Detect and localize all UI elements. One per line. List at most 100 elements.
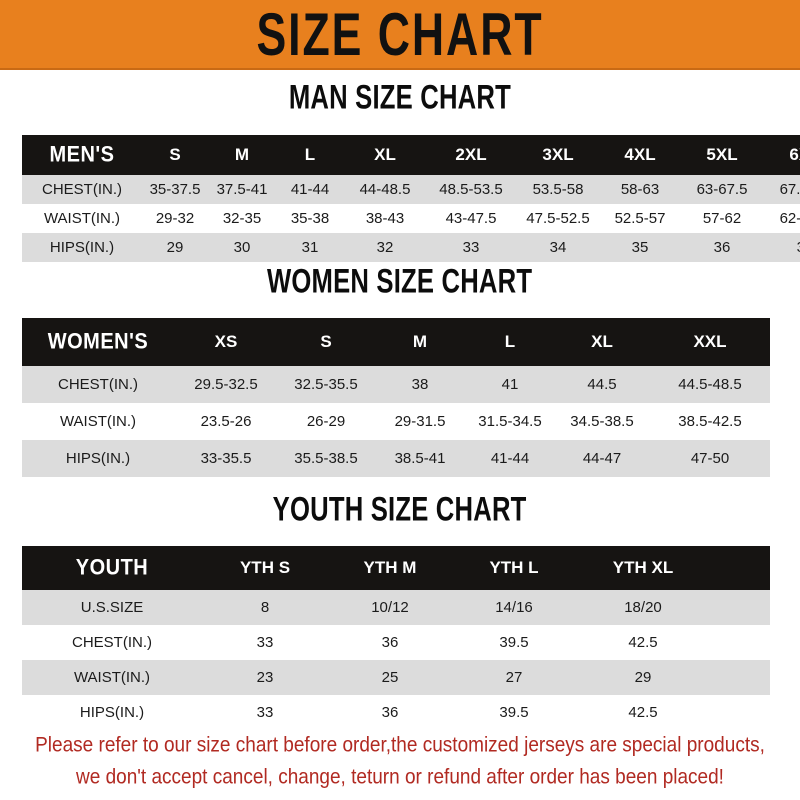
women-measure-label: CHEST(IN.) xyxy=(58,376,138,393)
page-banner: SIZE CHART xyxy=(0,0,800,70)
women-cell: 35.5-38.5 xyxy=(294,450,358,467)
youth-measure-label: HIPS(IN.) xyxy=(79,704,145,721)
table-row: WAIST(IN.) 29-32 32-35 35-38 38-43 43-47.5 47.… xyxy=(22,204,800,233)
women-size-table: WOMEN'S XS S M L XL XXL CHEST(IN.) 29.5-32.5 32.5… xyxy=(22,318,770,477)
women-cell: 29-31.5 xyxy=(394,413,446,430)
youth-cell: 33 xyxy=(256,704,274,721)
men-size-header-1: S xyxy=(169,145,181,164)
men-cell: 37.5-41 xyxy=(216,181,268,198)
men-size-header-9: 6XL xyxy=(789,145,800,164)
youth-row-label-header: YOUTH xyxy=(75,555,149,580)
women-size-header-1: XS xyxy=(214,332,238,351)
table-row: HIPS(IN.) 33-35.5 35.5-38.5 38.5-41 41-44 44-… xyxy=(22,440,770,477)
youth-cell: 33 xyxy=(256,634,274,651)
men-cell: 44-48.5 xyxy=(359,181,411,198)
youth-cell: 8 xyxy=(260,599,270,616)
women-cell: 38 xyxy=(411,376,429,393)
men-cell: 35-38 xyxy=(290,210,330,227)
men-cell: 34 xyxy=(549,239,567,256)
men-cell: 52.5-57 xyxy=(614,210,666,227)
women-cell: 31.5-34.5 xyxy=(478,413,542,430)
table-row: U.S.SIZE 8 10/12 14/16 18/20 xyxy=(22,590,770,625)
men-section-heading: MAN SIZE CHART xyxy=(0,80,800,115)
men-size-header-5: 2XL xyxy=(455,145,487,164)
women-cell: 44-47 xyxy=(582,450,622,467)
men-cell: 48.5-53.5 xyxy=(439,181,503,198)
youth-cell: 39.5 xyxy=(499,704,529,721)
youth-cell: 36 xyxy=(381,704,399,721)
men-size-header-4: XL xyxy=(374,145,396,164)
youth-measure-label: U.S.SIZE xyxy=(80,599,144,616)
women-cell: 26-29 xyxy=(306,413,346,430)
women-row-label-header: WOMEN'S xyxy=(47,329,149,354)
men-cell: 67.5-72 xyxy=(779,181,800,198)
youth-cell: 42.5 xyxy=(628,634,658,651)
men-row-label-header: MEN'S xyxy=(49,142,115,167)
table-row: WAIST(IN.) 23.5-26 26-29 29-31.5 31.5-34.5 34… xyxy=(22,403,770,440)
women-section-heading: WOMEN SIZE CHART xyxy=(0,264,800,299)
youth-size-header-4: YTH XL xyxy=(612,558,674,577)
youth-cell-spacer xyxy=(710,660,770,695)
table-row: WAIST(IN.) 23 25 27 29 xyxy=(22,660,770,695)
men-cell: 63-67.5 xyxy=(696,181,748,198)
youth-size-header-2: YTH M xyxy=(363,558,417,577)
women-cell: 34.5-38.5 xyxy=(570,413,634,430)
men-cell: 29-32 xyxy=(155,210,195,227)
men-cell: 62-66.5 xyxy=(779,210,800,227)
men-section-heading-text: MAN SIZE CHART xyxy=(288,77,512,117)
youth-measure-label: CHEST(IN.) xyxy=(72,634,152,651)
order-policy-note-line-2: we don't accept cancel, change, teturn o… xyxy=(76,765,724,790)
men-cell: 33 xyxy=(462,239,480,256)
men-size-header-7: 4XL xyxy=(624,145,656,164)
youth-cell: 42.5 xyxy=(628,704,658,721)
youth-cell: 36 xyxy=(381,634,399,651)
men-cell: 38-43 xyxy=(365,210,405,227)
table-row: HIPS(IN.) 33 36 39.5 42.5 xyxy=(22,695,770,730)
men-cell: 43-47.5 xyxy=(445,210,497,227)
men-size-header-3: L xyxy=(304,145,316,164)
women-cell: 29.5-32.5 xyxy=(194,376,258,393)
youth-cell-spacer xyxy=(710,590,770,625)
table-row: CHEST(IN.) 33 36 39.5 42.5 xyxy=(22,625,770,660)
order-policy-note: Please refer to our size chart before or… xyxy=(0,730,800,794)
men-cell: 37 xyxy=(764,233,800,262)
women-cell: 23.5-26 xyxy=(200,413,252,430)
men-cell: 31 xyxy=(301,239,319,256)
youth-section-heading: YOUTH SIZE CHART xyxy=(0,492,800,527)
men-measure-label: CHEST(IN.) xyxy=(42,181,122,198)
youth-section-heading-text: YOUTH SIZE CHART xyxy=(273,489,527,529)
table-row: CHEST(IN.) 29.5-32.5 32.5-35.5 38 41 44.5 44.5… xyxy=(22,366,770,403)
women-size-header-6: XXL xyxy=(693,332,727,351)
women-measure-label: HIPS(IN.) xyxy=(65,450,131,467)
women-cell: 32.5-35.5 xyxy=(294,376,358,393)
table-row: CHEST(IN.) 35-37.5 37.5-41 41-44 44-48.5 48.5… xyxy=(22,175,800,204)
men-cell: 35-37.5 xyxy=(149,181,201,198)
men-size-table: MEN'S S M L XL 2XL 3XL 4XL 5XL 6XL CHEST(IN.) 35-37… xyxy=(22,135,800,262)
women-section-heading-text: WOMEN SIZE CHART xyxy=(267,261,533,301)
men-size-header-8: 5XL xyxy=(706,145,738,164)
men-cell: 36 xyxy=(713,239,731,256)
men-cell: 30 xyxy=(233,239,251,256)
men-table-header-row: MEN'S S M L XL 2XL 3XL 4XL 5XL 6XL xyxy=(22,135,800,175)
men-size-header-2: M xyxy=(234,145,250,164)
order-policy-note-line-1: Please refer to our size chart before or… xyxy=(35,733,765,758)
women-cell: 44.5 xyxy=(587,376,617,393)
men-cell: 41-44 xyxy=(290,181,330,198)
youth-cell-spacer xyxy=(710,625,770,660)
youth-cell-spacer xyxy=(710,695,770,730)
youth-table-header-row: YOUTH YTH S YTH M YTH L YTH XL xyxy=(22,546,770,590)
men-measure-label: WAIST(IN.) xyxy=(43,210,121,227)
women-cell: 44.5-48.5 xyxy=(678,376,742,393)
women-size-header-3: M xyxy=(412,332,428,351)
youth-cell: 18/20 xyxy=(624,599,662,616)
youth-cell: 39.5 xyxy=(499,634,529,651)
men-cell: 58-63 xyxy=(620,181,660,198)
women-cell: 41 xyxy=(501,376,519,393)
men-cell: 53.5-58 xyxy=(532,181,584,198)
youth-size-table: YOUTH YTH S YTH M YTH L YTH XL U.S.SIZE 8 10/12… xyxy=(22,546,770,730)
youth-cell: 25 xyxy=(381,669,399,686)
men-measure-label: HIPS(IN.) xyxy=(49,239,115,256)
women-table-header-row: WOMEN'S XS S M L XL XXL xyxy=(22,318,770,366)
youth-header-spacer xyxy=(710,546,770,590)
